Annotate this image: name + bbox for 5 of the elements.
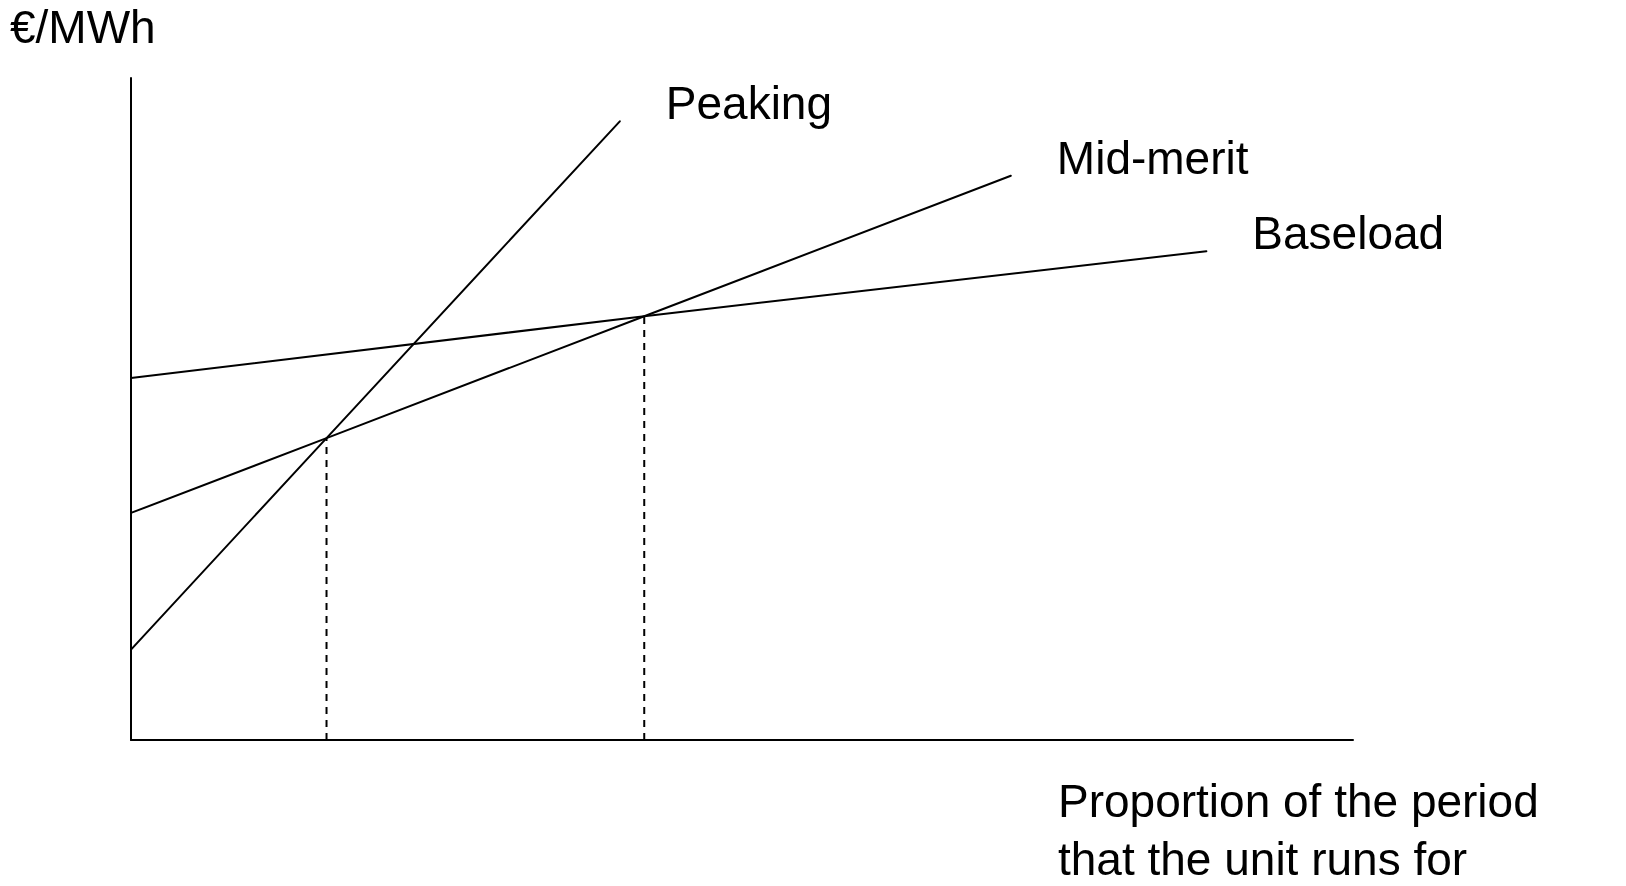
series-label: Baseload — [1252, 207, 1445, 260]
series-label: Peaking — [665, 77, 833, 130]
x-axis-title: Proportion of the period that the unit runs for — [1058, 775, 1539, 885]
series-label: Mid-merit — [1056, 131, 1249, 184]
y-axis-title: €/MWh — [10, 1, 156, 53]
